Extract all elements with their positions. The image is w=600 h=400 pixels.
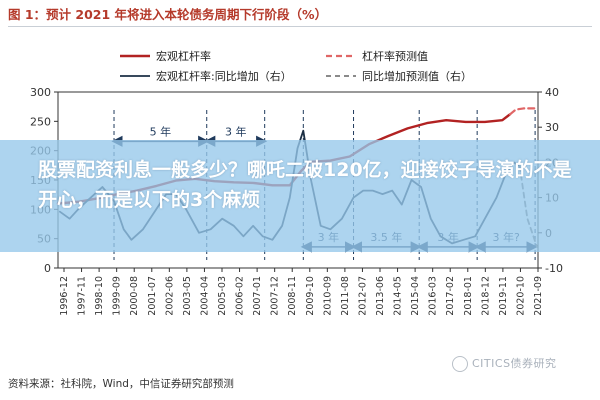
x-axis-tick-label: 2020-10 — [515, 276, 526, 316]
right-axis-tick-label: 40 — [545, 86, 559, 99]
x-axis-tick-label: 1997-11 — [77, 276, 88, 316]
x-axis-tick-label: 2018-01 — [463, 276, 474, 316]
cycle-label: 3 年 — [225, 124, 247, 138]
left-axis-tick-label: 300 — [30, 86, 51, 99]
x-axis-tick-label: 2005-03 — [217, 276, 228, 316]
legend-label-leverage: 宏观杠杆率 — [156, 49, 211, 63]
x-axis-tick-label: 1999-09 — [112, 276, 123, 316]
x-axis-tick-label: 2004-04 — [199, 276, 210, 316]
x-axis-tick-label: 2016-03 — [428, 276, 439, 316]
x-axis-tick-label: 2014-05 — [393, 276, 404, 316]
x-axis-tick-label: 2006-02 — [235, 276, 246, 316]
watermark: CITICS债券研究 — [452, 355, 557, 372]
x-axis-tick-label: 2007-12 — [270, 276, 281, 316]
x-axis-tick-label: 2018-12 — [480, 276, 491, 316]
right-axis-tick-label: -10 — [545, 262, 563, 275]
figure-title: 图 1：预计 2021 年将进入本轮债务周期下行阶段（%） — [8, 4, 592, 27]
series-line-leverage_forecast — [508, 107, 539, 116]
x-axis-tick-label: 1998-10 — [94, 276, 105, 316]
right-axis-tick-label: 30 — [545, 121, 559, 134]
left-axis-tick-label: 250 — [30, 115, 51, 128]
x-axis-tick-label: 2001-07 — [147, 276, 158, 316]
x-axis-tick-label: 2021-09 — [533, 276, 544, 316]
x-axis-tick-label: 2008-11 — [287, 276, 298, 316]
left-axis-tick-label: 0 — [44, 262, 51, 275]
x-axis-tick-label: 2012-07 — [357, 276, 368, 316]
overlay-headline[interactable]: 股票配资利息一般多少？哪吒二破120亿，迎接饺子导演的不是开心，而是以下的3个麻… — [38, 159, 572, 211]
x-axis-tick-label: 2003-05 — [182, 276, 193, 316]
x-axis-tick-label: 2000-08 — [129, 276, 140, 316]
x-axis-tick-label: 2015-04 — [410, 276, 421, 316]
legend-label-leverage_forecast: 杠杆率预测值 — [362, 49, 428, 63]
legend-label-yoy_forecast: 同比增加预测值（右） — [362, 69, 472, 83]
cycle-label: 5 年 — [150, 124, 172, 138]
x-axis-tick-label: 2010-09 — [322, 276, 333, 316]
x-axis-tick-label: 2011-08 — [340, 276, 351, 316]
watermark-logo-icon — [452, 356, 468, 372]
x-axis-tick-label: 2019-11 — [498, 276, 509, 316]
x-axis-tick-label: 2009-10 — [305, 276, 316, 316]
x-axis-tick-label: 1996-12 — [59, 276, 70, 316]
x-axis-tick-label: 2017-02 — [445, 276, 456, 316]
overlay-banner[interactable] — [0, 140, 600, 252]
legend-label-yoy: 宏观杠杆率:同比增加（右） — [156, 69, 292, 83]
x-axis-tick-label: 2013-06 — [375, 276, 386, 316]
watermark-text: CITICS债券研究 — [472, 357, 557, 370]
x-axis-tick-label: 2002-06 — [164, 276, 175, 316]
source-note: 资料来源：社科院，Wind，中信证券研究部预测 — [8, 378, 234, 390]
x-axis-tick-label: 2007-01 — [252, 276, 263, 316]
